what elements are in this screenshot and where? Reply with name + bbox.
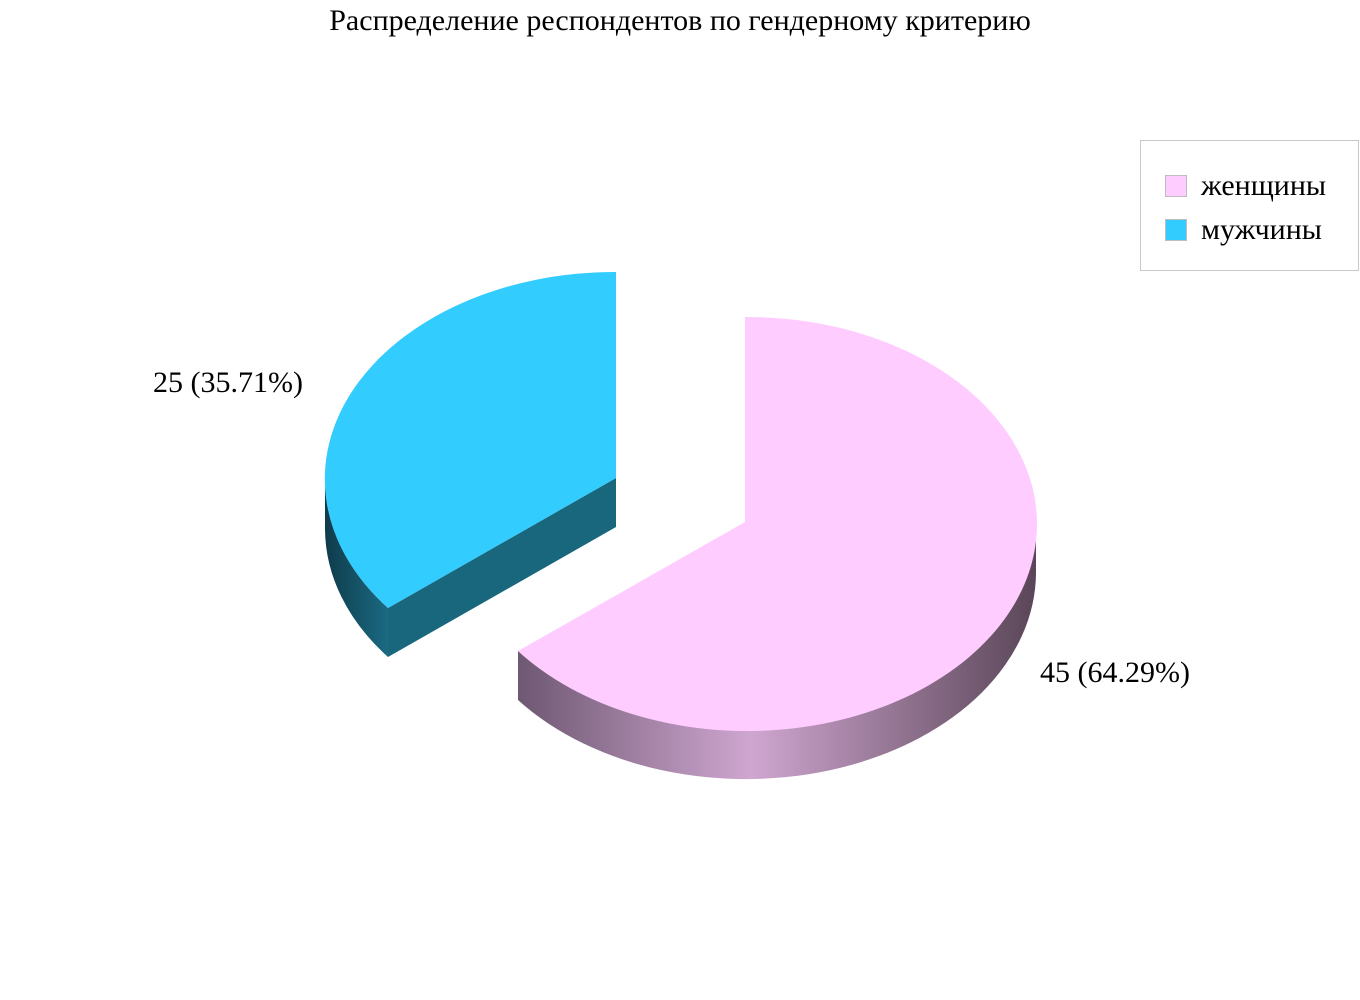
legend-item-muzhchiny: мужчины [1165,215,1322,245]
legend-label-zhenshchiny: женщины [1201,169,1327,202]
data-label-muzhchiny: 25 (35.71%) [153,366,303,399]
legend-label-muzhchiny: мужчины [1201,213,1322,246]
slice-zhenshchiny-side [518,524,1036,780]
legend-item-zhenshchiny: женщины [1165,171,1326,201]
slice-zhenshchiny-top [518,316,1037,731]
slice-muzhchiny-cut [388,478,616,657]
legend: женщины мужчины [1140,140,1359,271]
legend-swatch-zhenshchiny [1165,175,1187,197]
legend-swatch-muzhchiny [1165,219,1187,241]
pie-slice-muzhchiny [324,271,616,657]
data-label-zhenshchiny: 45 (64.29%) [1040,656,1190,689]
slice-muzhchiny-top [324,271,616,608]
slice-muzhchiny-side [325,480,388,657]
chart-title: Распределение респондентов по гендерному… [329,4,1031,37]
pie-slice-zhenshchiny [518,316,1037,780]
